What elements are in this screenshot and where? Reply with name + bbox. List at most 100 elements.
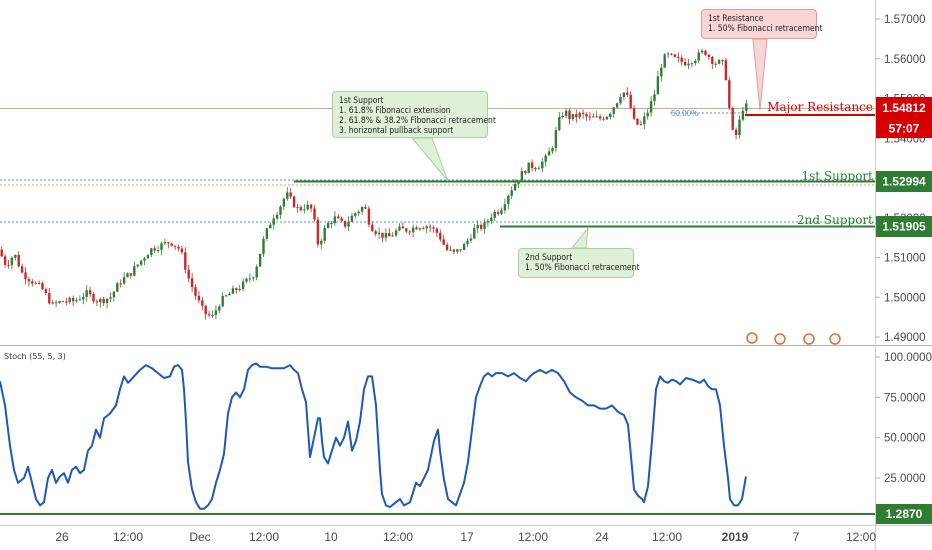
candle-body — [350, 215, 354, 222]
candle-body — [143, 258, 146, 261]
candle-body — [694, 60, 697, 64]
candle-body — [687, 63, 690, 66]
level-lines: 50.00% Major Resistance 1st Support 2nd Sup… — [0, 100, 875, 515]
candle-body — [588, 116, 592, 118]
candle-body — [286, 192, 289, 199]
candle-body — [408, 231, 411, 233]
candle-body — [547, 151, 551, 156]
candle-body — [275, 214, 279, 219]
event-icon[interactable] — [829, 333, 841, 345]
resistance-note[interactable]: 1st Resistance 1. 50% Fibonacci retracem… — [701, 9, 822, 39]
candle-body — [292, 196, 296, 208]
candle-body — [65, 301, 68, 303]
stoch-level-tag-box — [876, 504, 932, 524]
price-tick-label: 1.56000 — [884, 54, 926, 66]
candle-body — [568, 110, 571, 120]
candle-body — [92, 294, 95, 302]
candle-body — [459, 249, 462, 251]
candle-body — [248, 278, 252, 280]
candle-body — [741, 110, 745, 120]
candle-body — [673, 54, 677, 57]
candle-body — [194, 287, 197, 296]
candle-body — [677, 56, 680, 58]
candle-body — [534, 168, 537, 170]
candle-body — [595, 116, 598, 118]
support1-pointer — [410, 137, 449, 182]
candle-body — [418, 228, 422, 230]
candle-body — [333, 216, 337, 224]
candle-body — [255, 266, 258, 278]
candle-body — [170, 243, 173, 246]
support2-pointer — [570, 226, 589, 249]
candle-body — [711, 57, 714, 64]
candle-body — [643, 116, 646, 125]
candle-body — [622, 92, 626, 98]
indicator-icons[interactable] — [746, 332, 841, 345]
candle-body — [619, 97, 622, 104]
event-icon[interactable] — [803, 333, 815, 345]
stoch-tick-label: 100.0000 — [884, 352, 932, 364]
candle-body — [663, 54, 666, 68]
candle-body — [745, 103, 748, 111]
candle-body — [133, 266, 136, 276]
candle-body — [384, 233, 388, 238]
candle-body — [289, 192, 292, 197]
candle-body — [551, 148, 554, 152]
candle-body — [58, 301, 61, 303]
stoch-level-tag-text: 1.2870 — [886, 507, 923, 521]
candle-body — [639, 124, 643, 126]
candle-body — [578, 112, 581, 118]
event-icon[interactable] — [774, 333, 786, 345]
candle-body — [0, 249, 3, 257]
candle-body — [473, 228, 476, 239]
candle-body — [510, 190, 513, 196]
candle-body — [680, 57, 683, 62]
support1-note[interactable]: 1st Support 1. 61.8% Fibonacci extension… — [332, 91, 496, 138]
candle-body — [343, 220, 347, 227]
candle-body — [653, 94, 656, 102]
candle-body — [411, 227, 415, 233]
candle-body — [95, 301, 99, 303]
candle-body — [282, 198, 286, 207]
event-icon[interactable] — [746, 332, 758, 344]
candle-body — [513, 183, 517, 191]
candle-body — [27, 279, 31, 282]
stoch-line — [0, 362, 747, 510]
candle-body — [197, 295, 201, 301]
candle-body — [636, 118, 639, 125]
candle-body — [496, 211, 500, 214]
candle-body — [697, 52, 700, 61]
resistance-pointer — [752, 38, 768, 111]
candle-body — [452, 249, 456, 252]
candle-body — [503, 204, 507, 211]
candle-body — [707, 54, 711, 58]
candle-body — [656, 76, 660, 95]
candle-body — [527, 162, 530, 174]
stoch-tick-label: 75.0000 — [884, 392, 926, 404]
candle-body — [517, 180, 520, 184]
candle-body — [258, 253, 262, 267]
candle-body — [129, 273, 133, 276]
candle-body — [68, 297, 71, 302]
candle-body — [71, 297, 75, 302]
candle-body — [483, 222, 486, 229]
support2-note[interactable]: 2nd Support 1. 50% Fibonacci retracement — [518, 248, 639, 278]
candle-body — [167, 242, 170, 244]
candle-body — [415, 227, 418, 230]
candle-body — [211, 314, 214, 316]
time-tick-label: Dec — [189, 530, 210, 544]
candle-body — [156, 249, 160, 251]
candle-body — [146, 255, 150, 259]
candles — [0, 48, 748, 320]
candle-body — [173, 245, 177, 247]
candle-body — [34, 282, 37, 284]
price-tick-label: 1.51000 — [884, 253, 926, 265]
time-tick-label: 12:00 — [249, 530, 279, 544]
candle-body — [31, 281, 34, 284]
candle-body — [313, 208, 316, 220]
candle-body — [323, 227, 326, 241]
candle-body — [272, 218, 275, 225]
countdown-tag-text: 57:07 — [889, 122, 920, 136]
support2-note-line: 2nd Support — [525, 253, 573, 263]
